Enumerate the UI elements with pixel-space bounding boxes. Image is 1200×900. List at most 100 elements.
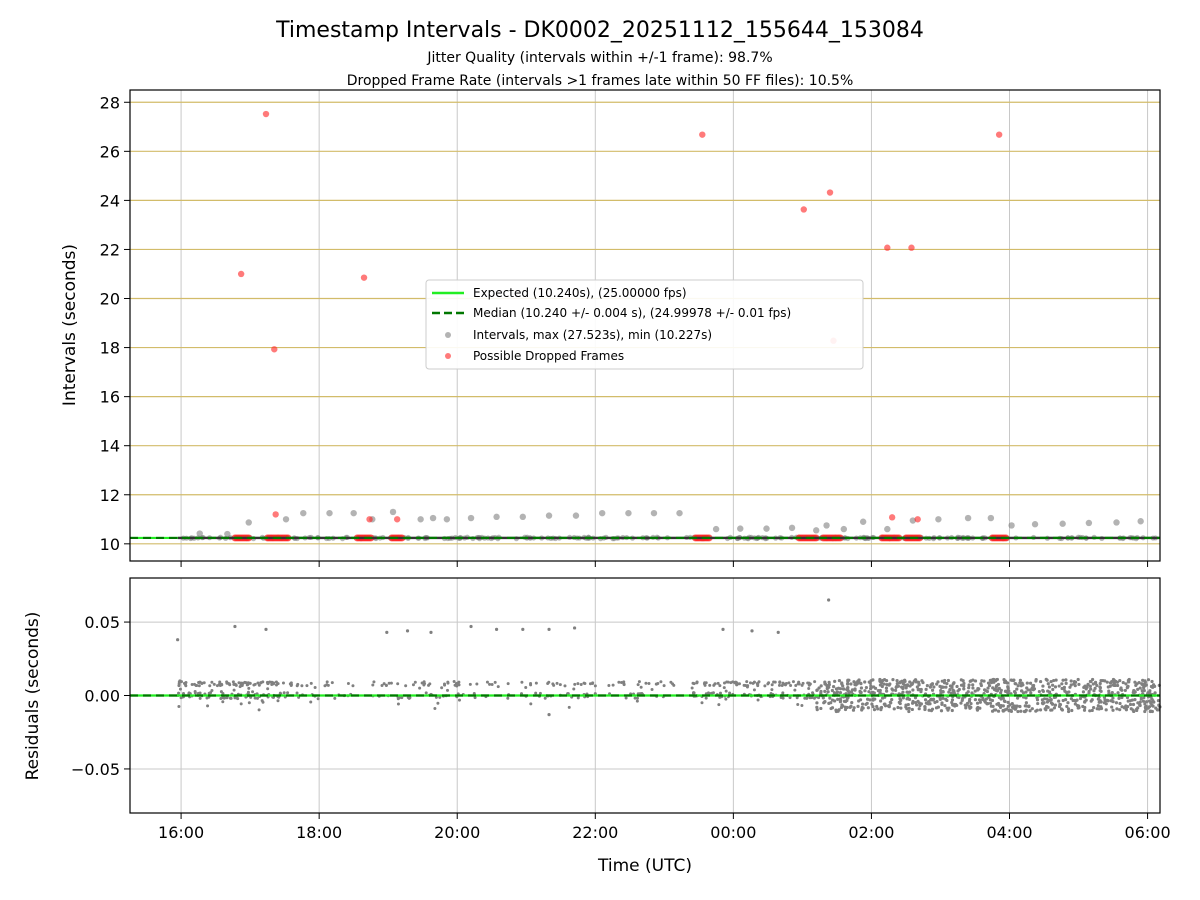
- residual-point: [1057, 699, 1061, 703]
- residual-point: [198, 696, 202, 700]
- residual-point: [220, 682, 224, 686]
- residual-point: [1016, 684, 1020, 688]
- residual-point: [989, 681, 994, 685]
- residual-point: [326, 683, 330, 687]
- residual-point: [1092, 706, 1096, 710]
- residual-point: [1132, 688, 1136, 693]
- residual-point: [1072, 679, 1077, 684]
- residual-point: [999, 688, 1003, 692]
- dropped-frame-point: [884, 244, 891, 251]
- residual-point: [941, 685, 946, 689]
- residual-point: [552, 683, 556, 687]
- residual-point: [942, 681, 947, 685]
- residual-point: [197, 680, 201, 684]
- residual-point: [282, 691, 286, 695]
- residual-point: [871, 697, 875, 701]
- residual-point: [1127, 677, 1131, 682]
- residual-point: [346, 682, 350, 686]
- residual-point: [1060, 682, 1064, 686]
- residual-point: [1138, 700, 1142, 704]
- interval-point: [1008, 522, 1015, 529]
- residual-point: [923, 705, 927, 709]
- residual-point: [823, 682, 828, 686]
- residual-point: [967, 683, 971, 687]
- residual-point: [864, 685, 868, 690]
- residual-point: [1069, 679, 1073, 683]
- chart-subtitle-jitter: Jitter Quality (intervals within +/-1 fr…: [426, 50, 772, 66]
- residual-point: [949, 691, 954, 695]
- residual-point: [842, 687, 846, 691]
- residual-point: [838, 700, 843, 704]
- residual-point: [999, 691, 1003, 695]
- residual-point: [859, 686, 864, 690]
- residual-point: [1087, 689, 1091, 694]
- residual-point: [859, 682, 863, 686]
- residual-point: [212, 682, 216, 686]
- residual-point: [195, 683, 199, 687]
- residual-point: [1138, 703, 1142, 708]
- residual-point: [295, 684, 299, 688]
- residual-point: [840, 682, 844, 686]
- residual-point: [1113, 683, 1117, 688]
- residual-point: [905, 683, 910, 687]
- residual-point: [1121, 680, 1125, 685]
- residual-point: [950, 708, 954, 713]
- residual-point: [637, 680, 641, 684]
- residual-point: [1125, 685, 1130, 689]
- residual-point: [1075, 703, 1079, 708]
- residual-point: [1040, 698, 1045, 702]
- residual-point: [956, 689, 960, 693]
- residual-point: [917, 687, 921, 692]
- residual-point: [872, 708, 877, 712]
- residual-point: [588, 682, 592, 686]
- residual-point: [1103, 698, 1107, 702]
- residual-point: [703, 681, 707, 685]
- chart-title: Timestamp Intervals - DK0002_20251112_15…: [275, 18, 924, 43]
- residual-point: [917, 701, 921, 705]
- residual-point: [443, 683, 447, 687]
- residuals-plot-frame: [129, 577, 1161, 814]
- residual-point: [1090, 698, 1094, 702]
- residual-point: [583, 681, 587, 685]
- residual-point: [400, 696, 404, 700]
- residual-point: [928, 698, 933, 702]
- x-tick-label: 16:00: [158, 823, 204, 842]
- residual-point: [246, 690, 250, 694]
- residual-point: [752, 688, 756, 692]
- residual-point: [856, 680, 860, 685]
- residual-point: [1026, 688, 1030, 692]
- residual-point: [197, 684, 201, 688]
- residual-point: [837, 708, 841, 712]
- y-tick-label: 18: [100, 339, 120, 358]
- residual-point: [925, 684, 929, 688]
- residual-point: [1104, 702, 1108, 706]
- residual-point: [853, 683, 857, 687]
- residual-point: [968, 679, 972, 683]
- residual-point: [1038, 708, 1043, 712]
- residual-point: [650, 688, 654, 692]
- residual-point: [836, 697, 840, 702]
- residual-point: [534, 681, 538, 685]
- residual-point: [1064, 697, 1068, 702]
- residual-point: [1108, 681, 1113, 685]
- residual-point: [1128, 702, 1133, 707]
- residual-point: [781, 681, 785, 685]
- residuals-x-ticks: 16:00 18:00 20:00 22:00 00:00 02:00 04:00 06:00: [158, 813, 1171, 842]
- residual-point: [270, 680, 274, 684]
- y-tick-label: 16: [100, 388, 120, 407]
- residual-point: [816, 695, 821, 700]
- residual-point: [896, 684, 901, 688]
- residual-point: [722, 681, 726, 685]
- residual-point: [1020, 681, 1024, 685]
- y-tick-label: 26: [100, 142, 120, 161]
- legend-intervals-label: Intervals, max (27.523s), min (10.227s): [473, 328, 712, 342]
- residual-outlier-point: [521, 627, 525, 632]
- dropped-frame-point: [699, 131, 706, 138]
- y-tick-label: 10: [100, 535, 120, 554]
- residual-point: [985, 689, 990, 694]
- residual-point: [819, 691, 823, 695]
- residual-point: [971, 686, 975, 690]
- residual-point: [1143, 679, 1147, 683]
- intervals-x-ticks: [180, 561, 1149, 567]
- residual-point: [1034, 678, 1038, 682]
